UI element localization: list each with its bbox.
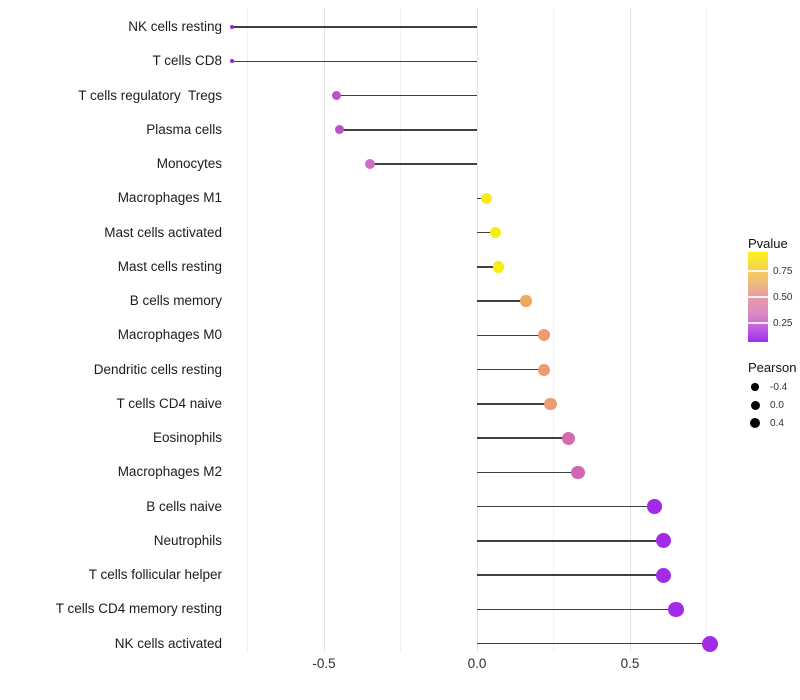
category-label: Dendritic cells resting (93, 361, 222, 377)
lollipop-stem (336, 94, 477, 97)
lollipop-stem (477, 368, 545, 371)
lollipop-stem (477, 540, 664, 542)
lollipop-stem (477, 334, 545, 336)
lollipop-stem (477, 437, 569, 439)
category-label: NK cells activated (114, 635, 222, 651)
lollipop-stem (477, 574, 664, 576)
category-label: Monocytes (156, 156, 222, 171)
pearson-size-key-label: 0.4 (770, 418, 784, 429)
colorbar-tick-label: 0.50 (773, 292, 793, 303)
category-label: T cells CD4 memory resting (55, 601, 222, 617)
pearson-size-key-label: 0.0 (770, 400, 784, 411)
x-axis-tick-label: 0.5 (620, 656, 640, 671)
pearson-size-key-dot (749, 417, 761, 429)
minor-gridline (553, 8, 554, 652)
data-point (364, 159, 375, 169)
lollipop-stem (369, 163, 477, 165)
category-label: Macrophages M2 (117, 464, 222, 480)
x-axis-tick-label: 0.0 (467, 656, 487, 671)
category-label: B cells memory (129, 293, 222, 308)
data-point (538, 329, 551, 342)
category-label: Mast cells activated (104, 224, 222, 240)
data-point (489, 227, 501, 238)
lollipop-stem (232, 26, 477, 28)
lollipop-stem (477, 642, 710, 645)
major-gridline (476, 8, 478, 652)
x-axis-tick-label: -0.5 (312, 656, 336, 671)
colorbar-tick (748, 270, 768, 272)
pearson-size-key-dot (751, 383, 759, 391)
lollipop-stem (477, 300, 526, 302)
legend-pvalue-title: Pvalue (748, 236, 788, 251)
legend-pearson-title: Pearson (748, 360, 797, 375)
category-label: NK cells resting (128, 19, 222, 34)
category-label: Macrophages M1 (117, 190, 222, 206)
data-point (492, 261, 505, 273)
data-point (656, 533, 672, 549)
category-label: T cells CD4 naive (116, 395, 222, 411)
colorbar-tick-label: 0.25 (773, 318, 793, 329)
category-label: Eosinophils (152, 430, 222, 445)
lollipop-stem (477, 608, 676, 610)
major-gridline (629, 8, 631, 652)
lollipop-stem (339, 129, 477, 131)
major-gridline (323, 8, 325, 652)
colorbar-tick-label: 0.75 (773, 266, 793, 277)
category-label: T cells follicular helper (88, 567, 222, 582)
category-label: T cells CD8 (152, 53, 222, 69)
data-point (230, 25, 235, 29)
lollipop-stem (477, 403, 551, 405)
data-point (562, 431, 576, 445)
data-point (480, 192, 492, 204)
category-label: Macrophages M0 (117, 327, 222, 343)
data-point (668, 601, 684, 617)
data-point (334, 125, 344, 135)
lollipop-stem (232, 60, 477, 62)
data-point (656, 567, 672, 583)
minor-gridline (706, 8, 707, 652)
pearson-size-key-label: -0.4 (770, 382, 788, 393)
lollipop-stem (477, 266, 499, 268)
category-label: T cells regulatory Tregs (78, 87, 222, 103)
lollipop-stem (477, 231, 496, 234)
category-label: Plasma cells (146, 121, 222, 137)
data-point (520, 295, 532, 307)
lollipop-stem (477, 505, 655, 508)
data-point (331, 91, 341, 100)
data-point (538, 363, 551, 376)
data-point (230, 59, 235, 64)
pearson-size-key-dot (750, 400, 760, 410)
data-point (571, 465, 585, 479)
category-label: Neutrophils (153, 532, 222, 548)
minor-gridline (247, 8, 248, 652)
lollipop-stem (477, 471, 578, 473)
category-label: B cells naive (146, 498, 222, 514)
colorbar-tick (748, 322, 768, 324)
category-label: Mast cells resting (117, 258, 222, 274)
minor-gridline (400, 8, 401, 652)
colorbar-tick (748, 296, 768, 298)
data-point (701, 635, 718, 652)
data-point (647, 499, 662, 514)
data-point (544, 397, 557, 410)
